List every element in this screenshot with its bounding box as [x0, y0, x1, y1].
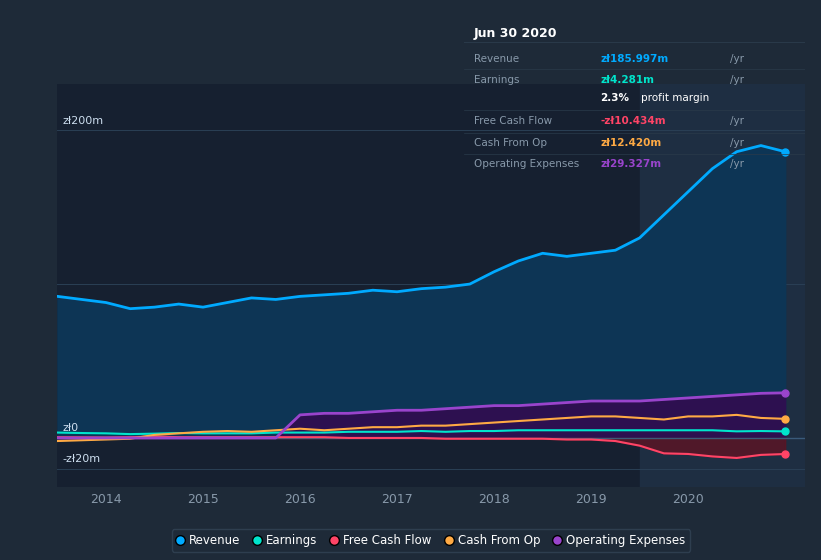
- Text: /yr: /yr: [730, 116, 744, 127]
- Text: /yr: /yr: [730, 160, 744, 169]
- Text: -zł10.434m: -zł10.434m: [600, 116, 666, 127]
- Text: Free Cash Flow: Free Cash Flow: [474, 116, 553, 127]
- Text: Jun 30 2020: Jun 30 2020: [474, 27, 557, 40]
- Text: profit margin: profit margin: [641, 94, 709, 103]
- Text: 2.3%: 2.3%: [600, 94, 629, 103]
- Text: zł200m: zł200m: [62, 115, 103, 125]
- Text: zł4.281m: zł4.281m: [600, 75, 654, 85]
- Text: Operating Expenses: Operating Expenses: [474, 160, 580, 169]
- Text: zł29.327m: zł29.327m: [600, 160, 661, 169]
- Text: /yr: /yr: [730, 54, 744, 64]
- Text: Earnings: Earnings: [474, 75, 520, 85]
- Text: -zł20m: -zł20m: [62, 454, 100, 464]
- Bar: [640, 84, 805, 487]
- Text: zł185.997m: zł185.997m: [600, 54, 668, 64]
- Text: Cash From Op: Cash From Op: [474, 138, 547, 148]
- Text: Revenue: Revenue: [474, 54, 519, 64]
- Legend: Revenue, Earnings, Free Cash Flow, Cash From Op, Operating Expenses: Revenue, Earnings, Free Cash Flow, Cash …: [172, 529, 690, 552]
- Text: zł0: zł0: [62, 423, 79, 433]
- Text: zł12.420m: zł12.420m: [600, 138, 662, 148]
- Text: /yr: /yr: [730, 75, 744, 85]
- Text: /yr: /yr: [730, 138, 744, 148]
